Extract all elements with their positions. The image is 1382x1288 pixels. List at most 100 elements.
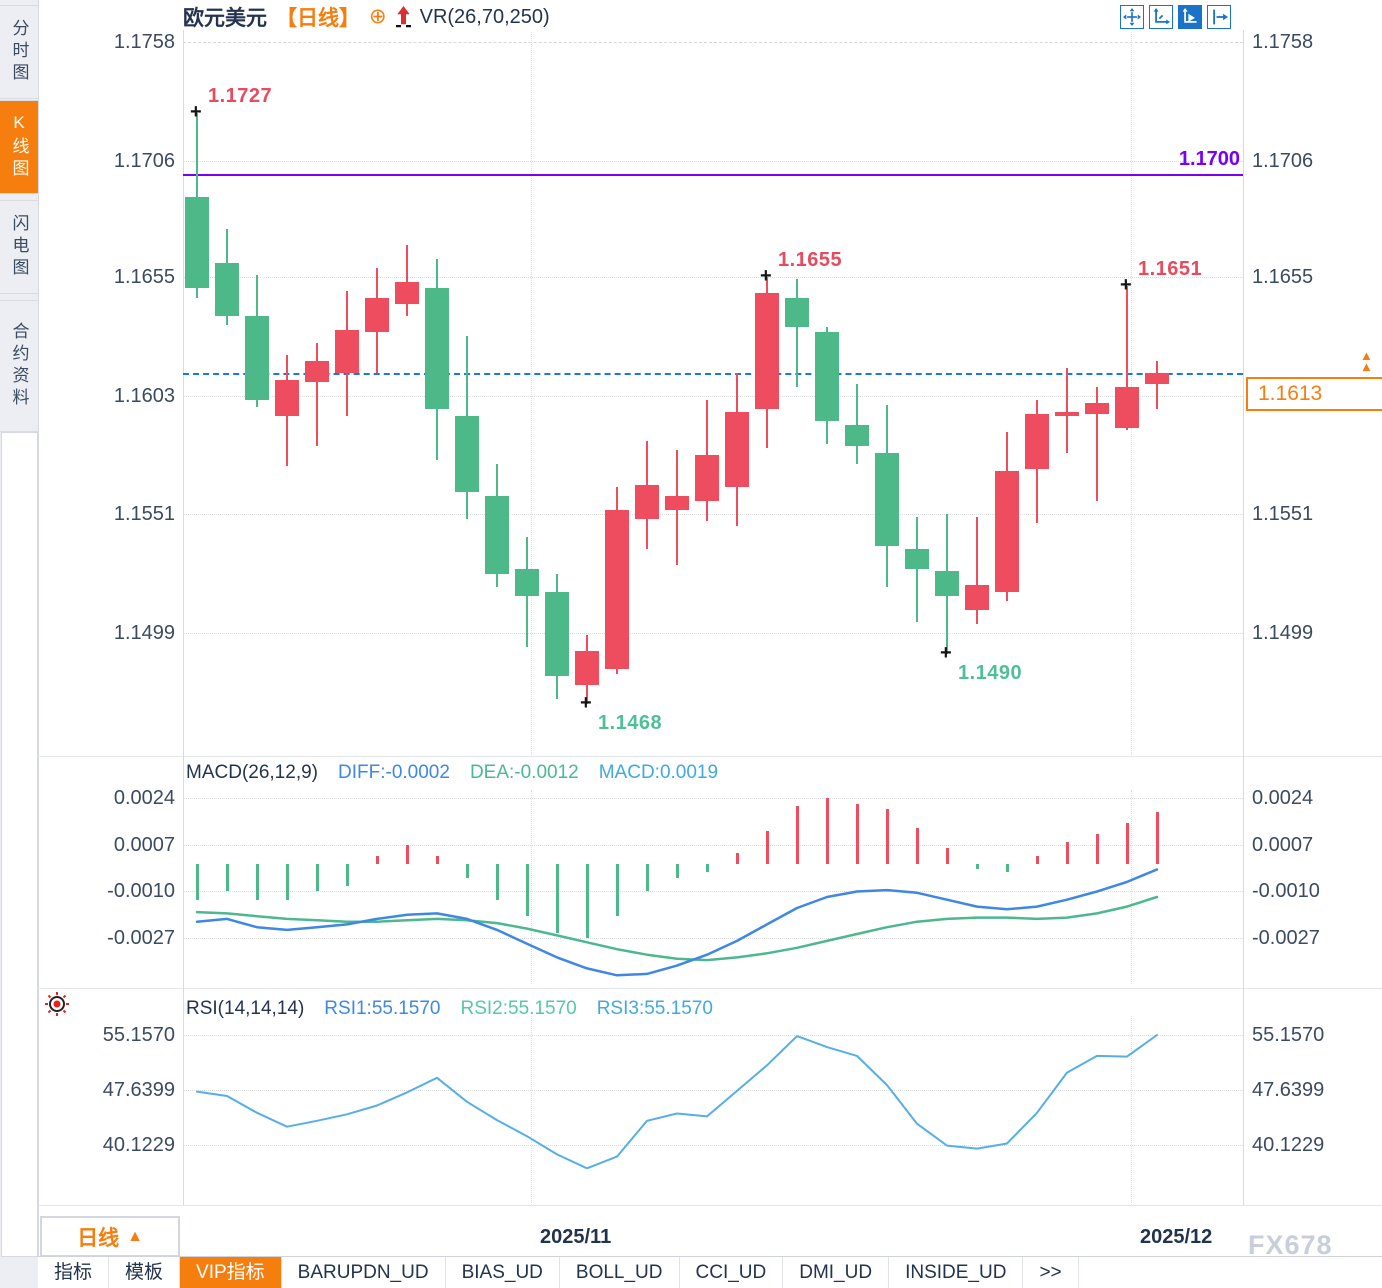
- chart-toolbar: [1120, 5, 1231, 29]
- rsi-axis-label-left: 47.6399: [102, 1079, 175, 1101]
- bottom-tab-7[interactable]: CCI_UD: [680, 1257, 784, 1288]
- bottom-tab-9[interactable]: INSIDE_UD: [889, 1257, 1024, 1288]
- macd-histogram-bar: [735, 853, 739, 864]
- add-indicator-icon[interactable]: ⊕: [369, 5, 387, 28]
- extreme-price-label: 1.1655: [778, 249, 843, 272]
- macd-histogram-bar: [375, 855, 379, 864]
- sidebar-item-2[interactable]: K线图: [0, 100, 38, 194]
- sidebar-item-label: K线图: [9, 113, 29, 181]
- rsi-axis-label-right: 47.6399: [1252, 1079, 1325, 1101]
- resistance-line: [183, 174, 1243, 176]
- bottom-tab-1[interactable]: 指标: [38, 1257, 110, 1288]
- price-axis-label-left: 1.1655: [113, 266, 175, 288]
- rsi-axis-label-right: 40.1229: [1252, 1134, 1325, 1156]
- candle: [725, 411, 749, 487]
- price-gridline: [183, 42, 1243, 43]
- extreme-price-label: 1.1727: [208, 84, 273, 107]
- buy-signal-arrow-icon: [395, 6, 411, 28]
- bottom-tab-4[interactable]: BARUPDN_UD: [282, 1257, 446, 1288]
- price-gridline: [183, 277, 1243, 278]
- sidebar-item-label: 合约资料: [9, 322, 29, 410]
- candle-wick: [1066, 368, 1068, 453]
- date-gridline: [531, 790, 532, 984]
- macd-axis-label-left: 0.0007: [113, 834, 175, 856]
- macd-axis-label-right: -0.0027: [1252, 927, 1320, 949]
- macd-title: MACD(26,12,9): [186, 762, 318, 783]
- resistance-level-label: 1.1700: [1178, 148, 1240, 170]
- panel-separator: [38, 1205, 1382, 1206]
- candle-wick: [796, 279, 798, 387]
- macd-histogram-bar: [855, 803, 859, 864]
- macd-dea-value: DEA:-0.0012: [469, 762, 579, 783]
- candle: [875, 452, 899, 547]
- macd-histogram-bar: [585, 864, 589, 939]
- crosshair-move-icon[interactable]: [1120, 5, 1144, 29]
- macd-histogram-bar: [1005, 864, 1009, 873]
- macd-axis-label-right: 0.0007: [1252, 834, 1314, 856]
- candle: [935, 571, 959, 597]
- macd-histogram-bar: [555, 864, 559, 933]
- rsi-axis-label-left: 55.1570: [102, 1024, 175, 1046]
- sidebar-item-1[interactable]: 分时图: [0, 5, 38, 99]
- macd-histogram-bar: [255, 864, 259, 900]
- candle: [695, 455, 719, 501]
- candle: [665, 496, 689, 510]
- candle: [365, 297, 389, 332]
- period-selector[interactable]: 日线 ▲: [40, 1216, 180, 1257]
- macd-axis-label-left: -0.0010: [107, 880, 175, 902]
- rsi-axis-label-left: 40.1229: [102, 1134, 175, 1156]
- price-axis-label-left: 1.1499: [113, 622, 175, 644]
- axis-play-icon[interactable]: [1178, 5, 1202, 29]
- sidebar-item-3[interactable]: 闪电图: [0, 200, 38, 294]
- rsi-title: RSI(14,14,14): [186, 998, 305, 1019]
- extreme-marker: +: [940, 641, 952, 664]
- candle: [335, 329, 359, 373]
- candle-wick: [856, 384, 858, 465]
- extreme-marker: +: [580, 691, 592, 714]
- date-gridline: [531, 32, 532, 755]
- extreme-price-label: 1.1468: [598, 711, 663, 734]
- sidebar-lower-panel: [1, 432, 38, 1257]
- price-axis-label-right: 1.1706: [1252, 150, 1314, 172]
- candle: [545, 591, 569, 677]
- macd-histogram-bar: [525, 864, 529, 917]
- left-price-axis: [183, 30, 184, 1205]
- bottom-tab-5[interactable]: BIAS_UD: [446, 1257, 560, 1288]
- candle-wick: [1096, 386, 1098, 501]
- macd-histogram-bar: [1065, 842, 1069, 864]
- watermark: FX678: [1248, 1230, 1333, 1260]
- rsi1-value: RSI1:55.1570: [324, 998, 441, 1019]
- pan-right-icon[interactable]: [1207, 5, 1231, 29]
- candle: [905, 548, 929, 570]
- candle-wick: [1156, 361, 1158, 410]
- macd-histogram-bar: [315, 864, 319, 892]
- candle: [245, 315, 269, 401]
- bottom-tab-3[interactable]: VIP指标: [180, 1257, 282, 1288]
- bottom-tab-6[interactable]: BOLL_UD: [560, 1257, 680, 1288]
- bottom-tab-10[interactable]: >>: [1023, 1257, 1079, 1288]
- macd-histogram-bar: [795, 806, 799, 864]
- price-axis-label-left: 1.1551: [113, 503, 175, 525]
- price-axis-label-right: 1.1551: [1252, 503, 1314, 525]
- indicator-marker-icon[interactable]: [44, 991, 70, 1017]
- macd-histogram-bar: [195, 864, 199, 900]
- price-axis-label-left: 1.1603: [113, 385, 175, 407]
- candle: [785, 297, 809, 328]
- candle: [515, 569, 539, 597]
- right-price-axis: [1243, 30, 1244, 1205]
- price-axis-label-left: 1.1758: [113, 31, 175, 53]
- extreme-marker: +: [1120, 274, 1132, 297]
- macd-histogram-bar: [645, 864, 649, 892]
- macd-histogram-bar: [1095, 833, 1099, 864]
- sidebar-item-4[interactable]: 合约资料: [0, 300, 38, 432]
- bottom-tab-2[interactable]: 模板: [109, 1257, 181, 1288]
- bottom-tab-8[interactable]: DMI_UD: [783, 1257, 890, 1288]
- bottom-indicator-tabbar: 指标 模板 VIP指标 BARUPDN_UD BIAS_UD BOLL_UD CCI_UD D…: [38, 1256, 1382, 1288]
- price-gridline: [183, 161, 1243, 162]
- date-gridline: [1131, 1016, 1132, 1205]
- macd-histogram-bar: [615, 864, 619, 917]
- macd-histogram-bar: [885, 809, 889, 864]
- axis-scale-icon[interactable]: [1149, 5, 1173, 29]
- macd-histogram-bar: [225, 864, 229, 892]
